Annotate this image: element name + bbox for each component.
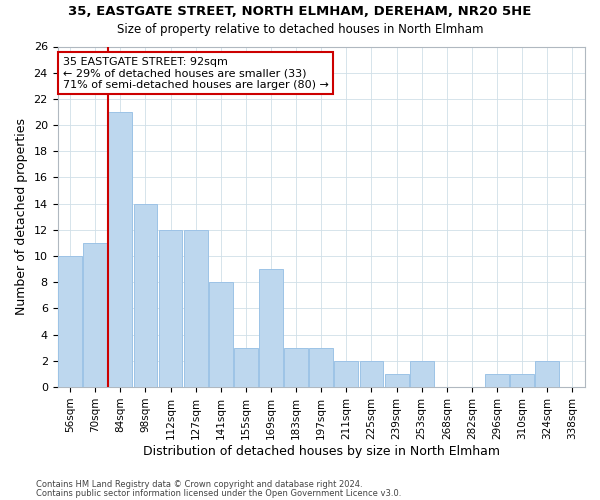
Bar [410,361,434,387]
Y-axis label: Number of detached properties: Number of detached properties [15,118,28,316]
Bar [259,269,283,387]
Bar [284,348,308,387]
Bar [359,361,383,387]
Bar [134,204,157,387]
Bar [385,374,409,387]
Bar [58,256,82,387]
Text: 35, EASTGATE STREET, NORTH ELMHAM, DEREHAM, NR20 5HE: 35, EASTGATE STREET, NORTH ELMHAM, DEREH… [68,5,532,18]
Bar [158,230,182,387]
Bar [535,361,559,387]
Bar [109,112,132,387]
Bar [234,348,258,387]
Bar [209,282,233,387]
Text: Size of property relative to detached houses in North Elmham: Size of property relative to detached ho… [117,22,483,36]
Bar [310,348,333,387]
Text: 35 EASTGATE STREET: 92sqm
← 29% of detached houses are smaller (33)
71% of semi-: 35 EASTGATE STREET: 92sqm ← 29% of detac… [63,56,329,90]
Text: Contains public sector information licensed under the Open Government Licence v3: Contains public sector information licen… [36,488,401,498]
Bar [510,374,534,387]
X-axis label: Distribution of detached houses by size in North Elmham: Distribution of detached houses by size … [143,444,500,458]
Text: Contains HM Land Registry data © Crown copyright and database right 2024.: Contains HM Land Registry data © Crown c… [36,480,362,489]
Bar [334,361,358,387]
Bar [184,230,208,387]
Bar [83,243,107,387]
Bar [485,374,509,387]
